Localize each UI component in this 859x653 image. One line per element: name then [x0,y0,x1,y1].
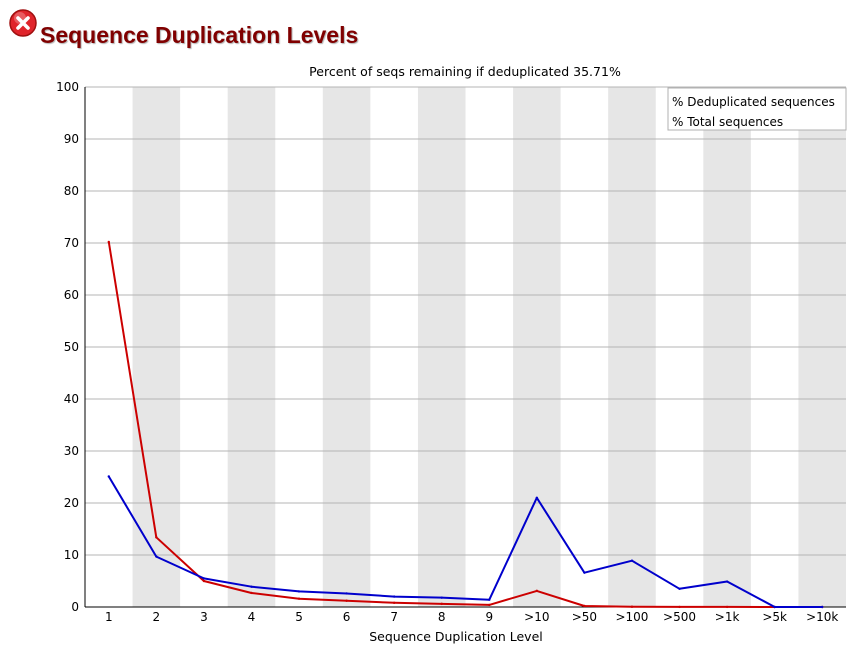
series-line-total [107,475,823,608]
data-point [345,599,348,602]
data-point [773,605,776,609]
x-tick-label: >50 [572,610,597,624]
y-tick-label: 80 [64,184,79,198]
data-point [107,475,110,478]
gridlines [85,86,846,556]
series-lines [107,240,824,609]
x-tick-label: 8 [438,610,446,624]
data-point [155,555,158,558]
fail-icon [9,9,37,37]
x-tick-label: >1k [715,610,740,624]
y-tick-label: 60 [64,288,79,302]
y-tick-label: 100 [56,80,79,94]
x-tick-label: >10 [524,610,549,624]
x-axis-label: Sequence Duplication Level [369,629,543,644]
y-tick-label: 10 [64,548,79,562]
data-point [155,536,158,539]
y-tick-label: 0 [71,600,79,614]
y-tick-label: 30 [64,444,79,458]
data-point [440,602,443,606]
data-point [535,496,539,499]
data-point [250,591,253,595]
x-tick-label: >500 [663,610,696,624]
x-tick-label: 4 [248,610,256,624]
legend: % Deduplicated sequences % Total sequenc… [667,87,847,131]
data-point [488,603,491,607]
data-point [107,240,110,244]
y-tick-label: 90 [64,132,79,146]
x-tick-label: 1 [105,610,113,624]
x-tick-labels: 1 2 3 4 5 6 7 8 9 >10 >50 >100 >500 >1k >5k >10k [105,610,838,624]
data-point [630,559,634,562]
x-tick-label: 6 [343,610,351,624]
x-tick-label: >5k [762,610,787,624]
data-point [297,590,301,593]
data-point [583,604,586,608]
legend-entry-total: % Total sequences [672,115,783,129]
legend-entry-deduplicated: % Deduplicated sequences [672,95,835,109]
y-tick-label: 50 [64,340,79,354]
x-tick-label: 9 [485,610,493,624]
y-tick-label: 40 [64,392,79,406]
series-line-deduplicated [107,241,823,608]
data-point [488,598,491,601]
x-tick-label: 5 [295,610,303,624]
data-point [392,601,396,605]
data-point [440,596,443,599]
y-tick-label: 20 [64,496,79,510]
data-point [535,589,539,593]
data-point [725,580,729,583]
data-point [250,585,253,588]
page-title: Sequence Duplication Levels [40,22,359,48]
data-point [678,587,681,590]
data-point [821,605,824,609]
data-point [202,579,206,583]
x-tick-label: 3 [200,610,208,624]
data-point [725,605,729,609]
data-point [678,605,681,609]
data-point [630,605,634,608]
y-tick-labels: 0 10 20 30 40 50 60 70 80 90 100 [56,80,79,614]
x-tick-label: 2 [153,610,161,624]
x-tick-label: >100 [615,610,648,624]
data-point [583,571,586,574]
data-point [297,597,301,600]
data-point [392,595,396,598]
x-tick-label: >10k [806,610,838,624]
chart-title: Percent of seqs remaining if deduplicate… [309,64,621,79]
data-point [202,577,206,580]
y-tick-label: 70 [64,236,79,250]
data-point [345,592,348,595]
x-tick-label: 7 [390,610,398,624]
